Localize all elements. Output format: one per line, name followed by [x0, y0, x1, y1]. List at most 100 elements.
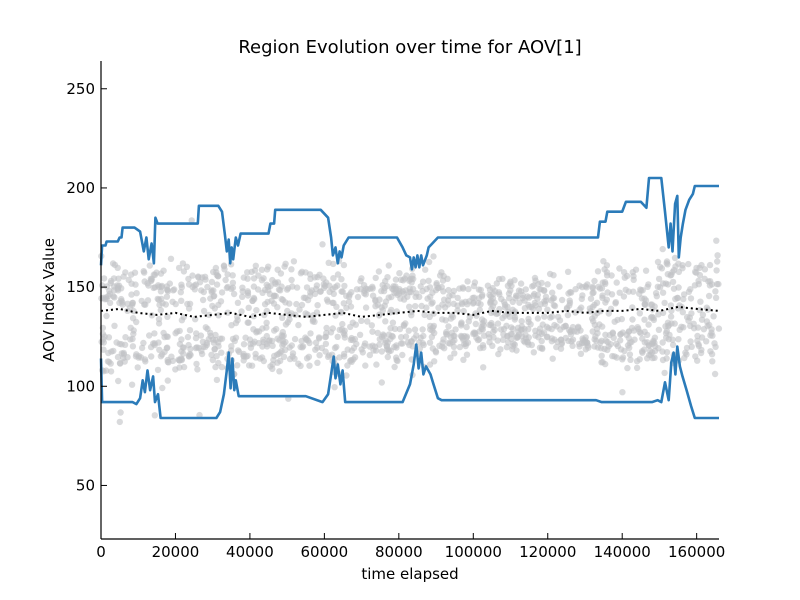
scatter-point — [368, 322, 375, 329]
scatter-point — [471, 294, 478, 301]
series-lines — [99, 176, 720, 420]
scatter-point — [493, 280, 500, 287]
scatter-point — [603, 272, 611, 279]
scatter-point — [410, 335, 418, 342]
scatter-point — [252, 350, 259, 358]
scatter-point — [334, 333, 341, 340]
scatter-point — [253, 329, 260, 336]
scatter-point — [685, 288, 693, 295]
scatter-point — [155, 296, 162, 303]
scatter-point — [497, 326, 505, 333]
scatter-point — [659, 245, 666, 253]
scatter-point — [429, 345, 436, 352]
scatter-point — [641, 295, 648, 302]
scatter-point — [701, 266, 709, 273]
scatter-point — [572, 286, 579, 293]
scatter-point — [128, 381, 136, 388]
scatter-point — [116, 418, 124, 426]
scatter-point — [541, 313, 548, 320]
scatter-point — [274, 279, 282, 286]
scatter-point — [691, 268, 699, 276]
scatter-point — [504, 310, 511, 318]
scatter-point — [419, 278, 427, 285]
scatter-point — [486, 334, 493, 341]
scatter-point — [527, 321, 534, 328]
scatter-point — [440, 336, 447, 343]
scatter-point — [312, 346, 319, 353]
scatter-point — [240, 274, 247, 281]
scatter-point — [679, 265, 686, 272]
scatter-point — [614, 342, 622, 350]
scatter-point — [204, 283, 211, 291]
scatter-point — [185, 341, 192, 349]
scatter-point — [362, 362, 369, 369]
scatter-point — [451, 350, 458, 357]
scatter-point — [341, 327, 348, 334]
scatter-point — [637, 287, 645, 294]
scatter-point — [184, 333, 192, 341]
scatter-point — [687, 295, 695, 302]
scatter-point — [462, 342, 469, 350]
scatter-point — [664, 271, 671, 278]
scatter-point — [688, 310, 695, 317]
scatter-point — [362, 304, 370, 311]
scatter-point — [133, 290, 140, 297]
scatter-point — [675, 336, 682, 343]
scatter-point — [667, 302, 675, 309]
scatter-point — [510, 340, 517, 347]
scatter-point — [659, 289, 667, 296]
scatter-point — [678, 323, 685, 330]
scatter-point — [713, 267, 720, 274]
scatter-point — [369, 328, 376, 335]
scatter-point — [413, 290, 420, 297]
scatter-point — [629, 304, 636, 311]
scatter-point — [593, 337, 600, 345]
scatter-point — [339, 320, 346, 328]
scatter-point — [279, 333, 286, 340]
scatter-point — [518, 326, 525, 333]
scatter-point — [193, 360, 200, 368]
scatter-point — [120, 273, 127, 280]
scatter-point — [184, 300, 191, 308]
scatter-point — [209, 302, 216, 310]
scatter-point — [312, 339, 320, 346]
scatter-point — [314, 359, 321, 366]
scatter-point — [397, 295, 404, 302]
scatter-point — [445, 323, 452, 330]
scatter-point — [695, 277, 702, 284]
scatter-point — [411, 326, 419, 333]
scatter-point — [340, 350, 348, 358]
scatter-point — [709, 358, 716, 365]
scatter-point — [159, 351, 166, 358]
scatter-point — [289, 353, 296, 360]
scatter-point — [419, 340, 426, 347]
scatter-point — [713, 237, 720, 244]
scatter-point — [589, 285, 596, 292]
scatter-point — [164, 286, 171, 294]
scatter-point — [148, 353, 155, 360]
scatter-point — [364, 318, 371, 325]
scatter-point — [144, 280, 151, 287]
scatter-point — [270, 356, 277, 364]
scatter-point — [525, 294, 533, 301]
scatter-point — [465, 285, 472, 293]
scatter-point — [480, 364, 487, 371]
scatter-point — [544, 281, 551, 288]
scatter-point — [621, 347, 628, 355]
scatter-point — [616, 265, 623, 272]
scatter-point — [279, 314, 286, 321]
scatter-point — [599, 294, 606, 301]
scatter-point — [457, 322, 465, 329]
scatter-point — [316, 352, 323, 359]
scatter-point — [204, 325, 211, 333]
scatter-point — [508, 335, 515, 342]
scatter-point — [370, 347, 377, 354]
scatter-point — [323, 329, 330, 337]
scatter-point — [110, 287, 118, 294]
scatter-point — [703, 338, 710, 345]
scatter-point — [222, 276, 229, 284]
scatter-point — [385, 294, 392, 301]
scatter-point — [164, 358, 171, 366]
scatter-point — [307, 330, 314, 337]
scatter-point — [623, 272, 631, 280]
